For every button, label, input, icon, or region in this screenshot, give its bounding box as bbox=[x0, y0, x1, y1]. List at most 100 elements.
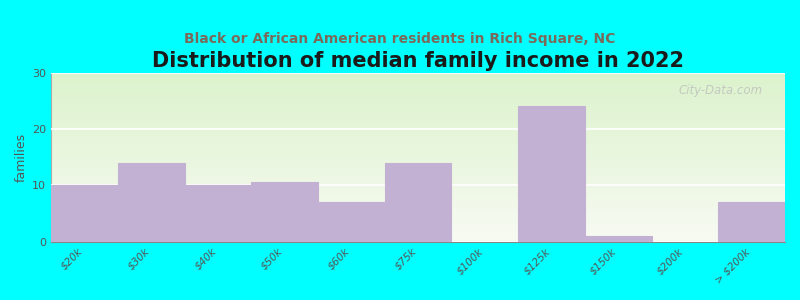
Bar bbox=[51, 140, 785, 141]
Bar bbox=[51, 215, 785, 216]
Bar bbox=[51, 90, 785, 91]
Bar bbox=[51, 183, 785, 184]
Bar bbox=[51, 231, 785, 232]
Bar bbox=[51, 233, 785, 234]
Bar bbox=[51, 224, 785, 225]
Bar bbox=[51, 162, 785, 163]
Bar bbox=[51, 185, 785, 186]
Bar bbox=[51, 121, 785, 122]
Bar bbox=[51, 196, 785, 197]
Bar bbox=[51, 150, 785, 151]
Bar bbox=[51, 115, 785, 116]
Bar bbox=[51, 128, 785, 129]
Bar bbox=[51, 96, 785, 97]
Bar bbox=[51, 164, 785, 165]
Bar bbox=[51, 223, 785, 224]
Bar bbox=[51, 169, 785, 170]
Bar bbox=[51, 137, 785, 138]
Bar bbox=[51, 109, 785, 110]
Bar bbox=[51, 76, 785, 77]
Bar bbox=[518, 106, 585, 242]
Bar bbox=[51, 80, 785, 81]
Bar bbox=[51, 221, 785, 222]
Bar bbox=[51, 120, 785, 121]
Bar bbox=[51, 106, 785, 107]
Bar bbox=[51, 182, 785, 183]
Bar bbox=[51, 181, 785, 182]
Bar bbox=[51, 211, 785, 212]
Bar bbox=[385, 163, 451, 242]
Bar bbox=[51, 179, 785, 180]
Bar bbox=[51, 165, 785, 166]
Bar bbox=[51, 191, 785, 192]
Bar bbox=[51, 158, 785, 159]
Bar bbox=[51, 104, 785, 105]
Bar bbox=[51, 117, 785, 118]
Bar bbox=[51, 226, 785, 227]
Bar bbox=[51, 155, 785, 156]
Bar bbox=[51, 103, 785, 104]
Bar bbox=[51, 101, 785, 102]
Bar bbox=[51, 73, 785, 74]
Bar bbox=[51, 163, 785, 164]
Bar bbox=[51, 188, 785, 189]
Bar bbox=[51, 152, 785, 153]
Bar bbox=[185, 185, 251, 242]
Bar bbox=[585, 236, 651, 242]
Bar bbox=[51, 219, 785, 220]
Bar bbox=[51, 134, 785, 135]
Bar bbox=[51, 151, 785, 152]
Bar bbox=[51, 156, 785, 157]
Bar bbox=[51, 139, 785, 140]
Bar bbox=[51, 199, 785, 200]
Bar bbox=[51, 126, 785, 127]
Bar bbox=[51, 159, 785, 160]
Bar bbox=[51, 184, 785, 185]
Bar bbox=[51, 205, 785, 206]
Bar bbox=[51, 180, 785, 181]
Bar bbox=[51, 136, 785, 137]
Bar bbox=[51, 172, 785, 173]
Bar bbox=[51, 110, 785, 111]
Bar bbox=[51, 85, 785, 86]
Bar bbox=[51, 135, 785, 136]
Bar bbox=[51, 171, 785, 172]
Text: City-Data.com: City-Data.com bbox=[679, 84, 763, 98]
Bar bbox=[51, 86, 785, 87]
Bar bbox=[51, 241, 785, 242]
Bar bbox=[51, 185, 118, 242]
Bar bbox=[51, 108, 785, 109]
Bar bbox=[51, 210, 785, 211]
Bar bbox=[51, 154, 785, 155]
Bar bbox=[51, 133, 785, 134]
Bar bbox=[51, 197, 785, 198]
Bar bbox=[51, 138, 785, 139]
Bar bbox=[51, 235, 785, 236]
Bar bbox=[51, 206, 785, 207]
Bar bbox=[51, 207, 785, 208]
Bar bbox=[51, 153, 785, 154]
Bar bbox=[51, 170, 785, 171]
Bar bbox=[51, 198, 785, 199]
Bar bbox=[51, 237, 785, 238]
Bar bbox=[51, 146, 785, 147]
Y-axis label: families: families bbox=[15, 133, 28, 182]
Bar bbox=[51, 92, 785, 93]
Bar bbox=[51, 148, 785, 149]
Bar bbox=[51, 187, 785, 188]
Bar bbox=[51, 112, 785, 113]
Bar bbox=[51, 124, 785, 125]
Bar bbox=[51, 107, 785, 108]
Bar bbox=[51, 82, 785, 83]
Bar bbox=[51, 209, 785, 210]
Bar bbox=[51, 227, 785, 228]
Bar bbox=[51, 122, 785, 123]
Bar bbox=[51, 160, 785, 161]
Bar bbox=[51, 125, 785, 126]
Bar bbox=[118, 163, 185, 242]
Bar bbox=[51, 74, 785, 75]
Bar bbox=[51, 131, 785, 132]
Bar bbox=[51, 217, 785, 218]
Bar bbox=[51, 87, 785, 88]
Bar bbox=[51, 175, 785, 176]
